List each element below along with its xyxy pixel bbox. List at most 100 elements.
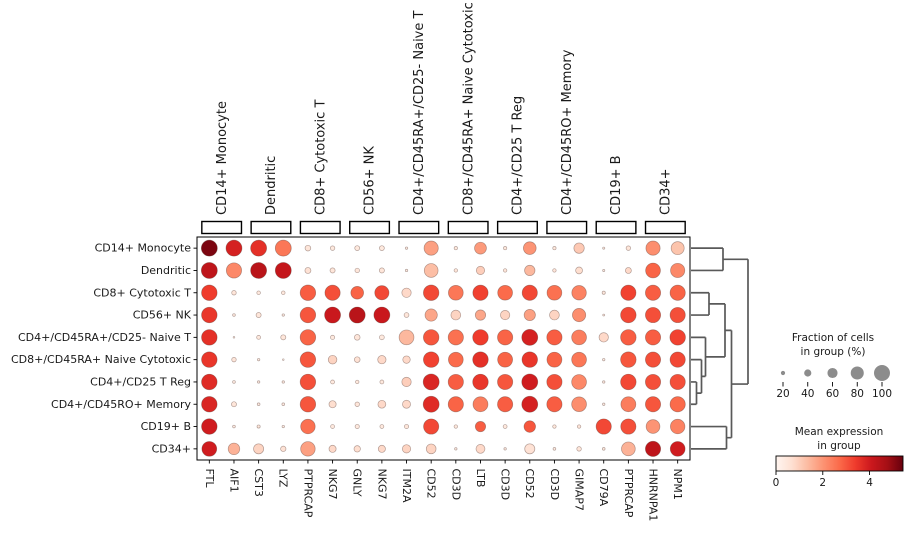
dot xyxy=(454,447,458,451)
dot xyxy=(404,268,409,273)
dendrogram-link xyxy=(691,336,707,378)
dot xyxy=(546,351,563,368)
dot xyxy=(378,267,385,274)
dot xyxy=(602,313,606,317)
dot xyxy=(503,268,508,273)
dot xyxy=(620,284,637,301)
dot xyxy=(572,308,587,323)
row-label: CD4+/CD45RA+/CD25- Naive T xyxy=(18,331,191,344)
dot xyxy=(670,418,686,435)
dot xyxy=(299,373,317,391)
dot xyxy=(231,290,237,296)
dot xyxy=(474,420,487,433)
dot xyxy=(201,396,218,413)
col-label: CD79A xyxy=(597,469,610,507)
dot xyxy=(450,309,462,321)
dot xyxy=(423,284,440,301)
dot xyxy=(280,445,287,452)
row-label: Dendritic xyxy=(141,264,191,277)
col-label: CD52 xyxy=(425,469,438,499)
dot xyxy=(354,267,360,274)
dot xyxy=(379,424,385,429)
group-bracket xyxy=(644,220,686,235)
row-label: CD19+ B xyxy=(141,420,191,433)
dot xyxy=(373,306,391,324)
col-label: NKG7 xyxy=(375,469,388,500)
dot xyxy=(324,284,341,301)
dendrogram-link xyxy=(725,329,733,439)
dot xyxy=(299,396,317,413)
col-label: AIF1 xyxy=(227,469,240,493)
dot xyxy=(552,447,557,451)
dot xyxy=(497,373,514,390)
dot xyxy=(348,306,366,324)
dot xyxy=(620,418,637,435)
dot xyxy=(256,335,261,340)
dot xyxy=(330,334,336,340)
dot xyxy=(377,399,387,409)
col-label: PTPRCAP xyxy=(301,469,314,518)
dot xyxy=(257,358,261,362)
size-legend-dot xyxy=(804,369,812,377)
dot xyxy=(497,284,513,301)
dot xyxy=(274,262,292,279)
dot xyxy=(670,262,686,278)
dot xyxy=(299,284,317,301)
group-bracket xyxy=(299,220,341,235)
dot xyxy=(472,396,489,413)
dot xyxy=(552,268,557,273)
col-label: LYZ xyxy=(277,469,290,488)
dot xyxy=(602,358,606,362)
group-label: CD19+ B xyxy=(609,155,624,215)
dot xyxy=(355,379,360,385)
col-label: ITM2A xyxy=(400,469,413,503)
dot xyxy=(669,396,686,413)
size-legend-dot xyxy=(874,365,890,381)
dot xyxy=(328,444,337,453)
dot xyxy=(502,424,508,429)
dot xyxy=(253,443,265,455)
dot xyxy=(645,440,662,457)
dot xyxy=(304,244,312,252)
dot xyxy=(274,239,292,257)
dot xyxy=(645,419,661,434)
dot xyxy=(602,380,606,384)
dot xyxy=(645,396,662,413)
dendrogram-link xyxy=(691,381,698,406)
dot xyxy=(423,418,440,435)
dot xyxy=(669,441,686,457)
col-label: PTPRCAP xyxy=(622,469,635,518)
dot xyxy=(546,329,563,346)
group-bracket xyxy=(250,220,292,235)
dot xyxy=(620,329,637,346)
dot xyxy=(546,284,563,301)
dot xyxy=(645,262,661,279)
group-bracket xyxy=(398,220,440,235)
dendrogram-link xyxy=(691,291,710,316)
dot xyxy=(401,287,412,298)
dot xyxy=(645,351,662,368)
dot xyxy=(621,441,636,457)
dot xyxy=(620,351,637,368)
dot xyxy=(256,290,261,295)
dot xyxy=(201,441,218,457)
dot xyxy=(625,245,631,251)
dot xyxy=(300,418,316,435)
dot xyxy=(571,396,587,413)
dot xyxy=(453,424,458,429)
dot xyxy=(552,424,557,429)
dot xyxy=(281,290,286,295)
group-bracket xyxy=(201,220,243,235)
dot xyxy=(379,379,385,385)
dot xyxy=(329,267,336,274)
dot xyxy=(549,309,560,321)
dot xyxy=(354,401,360,407)
dot xyxy=(669,284,686,301)
dot xyxy=(256,424,261,429)
size-legend-dot xyxy=(850,366,864,380)
size-legend-dot xyxy=(827,367,838,379)
dot xyxy=(571,351,587,368)
size-legend-tick-label: 40 xyxy=(801,388,814,400)
dot xyxy=(472,373,489,391)
